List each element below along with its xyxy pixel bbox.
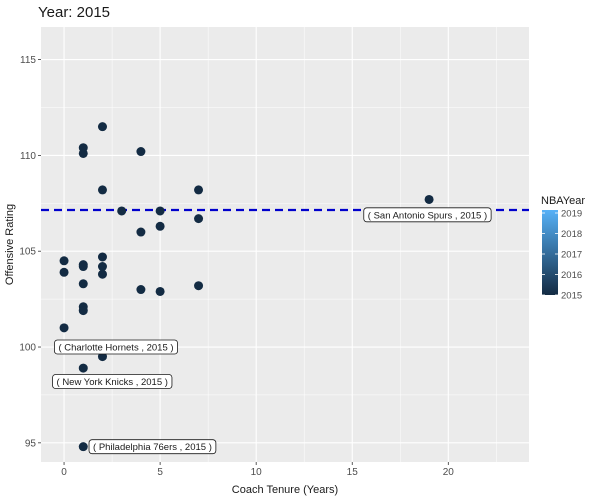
plot-panel xyxy=(41,27,529,462)
axis-ticks: 0 5 10 15 20 95 100 105 110 115 xyxy=(19,55,454,478)
annotation-text: ( Charlotte Hornets , 2015 ) xyxy=(58,343,173,354)
data-point xyxy=(97,269,107,279)
y-tick-label: 105 xyxy=(19,247,36,258)
annotation-label: ( Philadelphia 76ers , 2015 ) xyxy=(88,439,217,455)
x-tick-label: 20 xyxy=(443,467,455,478)
x-tick-label: 0 xyxy=(61,467,67,478)
x-tick-label: 15 xyxy=(347,467,359,478)
data-point xyxy=(78,262,88,272)
data-point xyxy=(155,286,165,296)
data-point xyxy=(194,185,204,195)
data-point xyxy=(97,122,107,132)
data-point xyxy=(136,285,146,295)
legend-tick-label: 2016 xyxy=(561,270,582,281)
data-point xyxy=(59,267,69,277)
annotation-label: ( Charlotte Hornets , 2015 ) xyxy=(54,339,178,355)
data-point xyxy=(194,214,204,224)
data-point xyxy=(136,147,146,157)
annotation-box xyxy=(52,374,173,389)
data-point xyxy=(117,206,127,216)
x-tick-label: 10 xyxy=(251,467,263,478)
legend-ticks: 2019 2018 2017 2016 2015 xyxy=(542,209,582,302)
data-point xyxy=(136,227,146,237)
x-axis-label: Coach Tenure (Years) xyxy=(232,484,338,496)
annotation-text: ( San Antonio Spurs , 2015 ) xyxy=(368,210,487,221)
y-tick-label: 115 xyxy=(20,55,36,66)
y-tick-label: 110 xyxy=(20,151,36,162)
data-point xyxy=(78,279,88,289)
data-point xyxy=(78,148,88,158)
annotation-box xyxy=(54,339,178,355)
annotation-text: ( Philadelphia 76ers , 2015 ) xyxy=(93,442,212,453)
legend-colorbar xyxy=(542,210,558,295)
y-tick-label: 100 xyxy=(19,343,36,354)
data-point xyxy=(97,252,107,262)
data-point xyxy=(59,323,69,333)
data-point xyxy=(155,221,165,231)
data-point xyxy=(97,262,107,272)
chart-title: Year: 2015 xyxy=(38,4,110,21)
data-point xyxy=(78,363,88,373)
annotation-box xyxy=(88,439,217,455)
data-points xyxy=(59,122,434,452)
data-point xyxy=(78,442,88,452)
data-point xyxy=(78,306,88,316)
y-tick-label: 95 xyxy=(25,438,37,449)
data-point xyxy=(97,185,107,195)
legend-tick-label: 2018 xyxy=(561,229,582,240)
legend-tick-label: 2017 xyxy=(561,250,582,261)
annotation-label: ( New York Knicks , 2015 ) xyxy=(52,374,173,389)
legend: NBAYear 2019 2018 2017 2016 2015 xyxy=(541,195,585,302)
legend-tick-label: 2015 xyxy=(561,291,582,302)
annotation-label: ( San Antonio Spurs , 2015 ) xyxy=(363,207,492,223)
data-point xyxy=(194,281,204,291)
data-point xyxy=(155,206,165,216)
legend-title: NBAYear xyxy=(541,195,585,207)
y-axis-label: Offensive Rating xyxy=(4,204,16,285)
legend-tick-label: 2019 xyxy=(561,209,582,220)
annotations: ( San Antonio Spurs , 2015 ) ( Charlotte … xyxy=(52,207,492,455)
annotation-box xyxy=(363,207,492,223)
data-point xyxy=(424,194,434,204)
annotation-text: ( New York Knicks , 2015 ) xyxy=(57,377,168,388)
data-point xyxy=(59,256,69,266)
x-tick-label: 5 xyxy=(157,467,163,478)
